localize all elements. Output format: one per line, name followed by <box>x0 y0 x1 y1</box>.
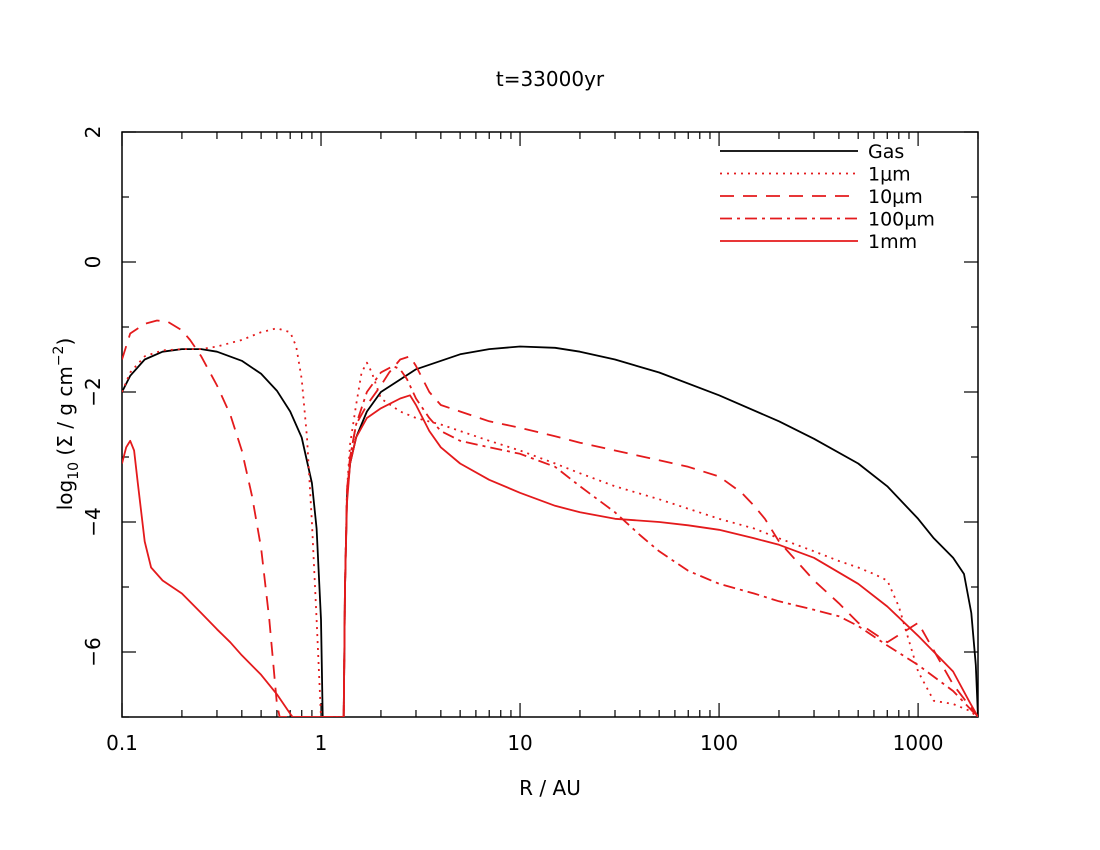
legend-label: 1mm <box>868 231 917 253</box>
x-tick-label: 100 <box>700 731 738 755</box>
series-layer <box>122 319 978 717</box>
axis-ticks <box>121 131 979 718</box>
series-line-3 <box>342 365 978 717</box>
chart-title: t=33000yr <box>496 67 605 91</box>
plot-frame <box>121 131 979 718</box>
y-axis-label: log10 (Σ / g cm−2) <box>51 338 82 511</box>
y-tick-label: −2 <box>81 377 105 406</box>
series-line-2 <box>122 319 978 717</box>
x-tick-label: 1000 <box>893 731 944 755</box>
x-tick-label: 10 <box>507 731 532 755</box>
y-label-close: ) <box>53 338 77 346</box>
legend-label: 1μm <box>868 164 911 186</box>
y-tick-label: 0 <box>81 256 105 269</box>
y-label-quantity: (Σ / g cm <box>53 366 77 462</box>
y-label-log: log <box>53 480 77 511</box>
legend-label: 100μm <box>868 209 935 231</box>
y-tick-label: −6 <box>81 637 105 666</box>
series-line-1 <box>122 327 978 717</box>
x-axis-label: R / AU <box>519 776 581 800</box>
series-line-0 <box>122 345 978 717</box>
y-tick-label: −4 <box>81 507 105 536</box>
plot-border <box>121 131 979 718</box>
x-tick-labels: 0.1 1 10 100 1000 <box>106 731 943 755</box>
x-tick-label: 1 <box>315 731 328 755</box>
x-tick-label: 0.1 <box>106 731 138 755</box>
legend-label: 10μm <box>868 186 923 208</box>
y-tick-label: 2 <box>81 126 105 139</box>
y-tick-labels: −6 −4 −2 0 2 <box>81 126 105 667</box>
y-label-subscript: 10 <box>66 462 82 480</box>
legend-label: Gas <box>868 141 904 163</box>
y-label-superscript: −2 <box>51 346 67 367</box>
series-line-4 <box>122 394 978 717</box>
